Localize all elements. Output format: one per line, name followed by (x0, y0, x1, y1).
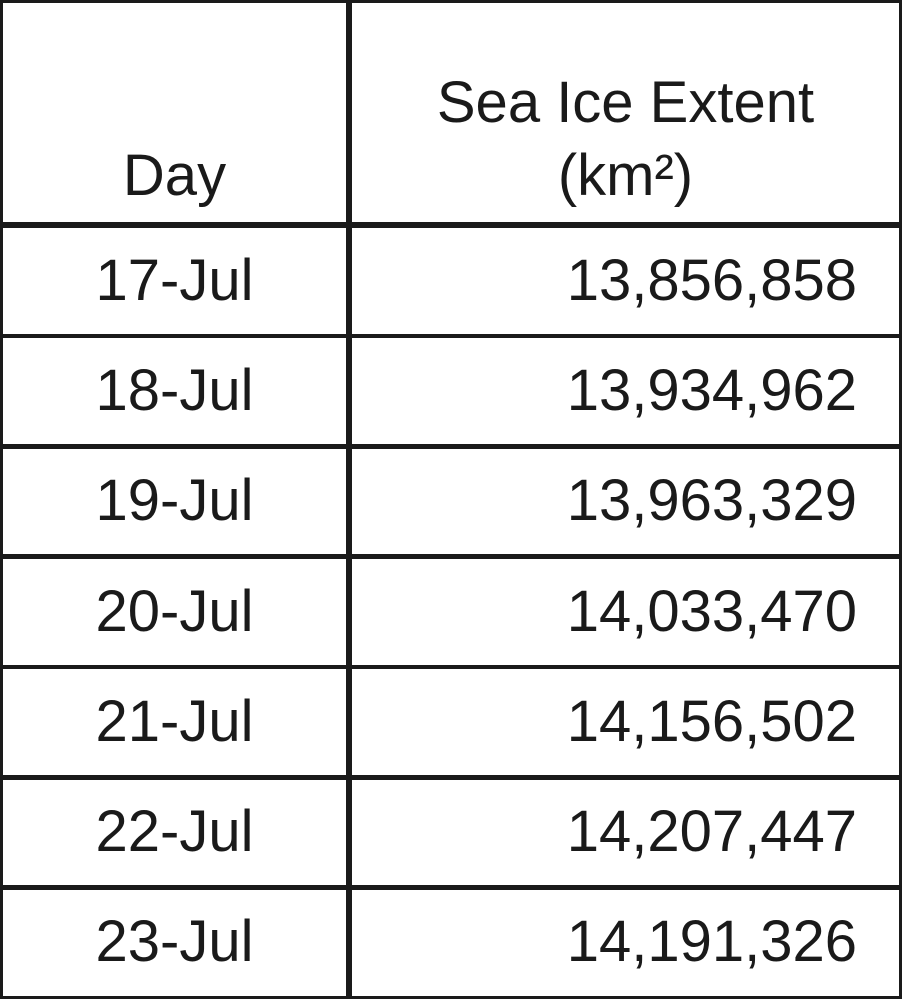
day-text: 20-Jul (95, 578, 254, 644)
day-text: 23-Jul (95, 909, 254, 975)
value-cell: 14,156,502 (349, 666, 902, 778)
header-cell: Sea Ice Extent (km²) (349, 0, 902, 225)
day-cell: 17-Jul (0, 225, 349, 337)
day-cell: 23-Jul (0, 886, 349, 999)
header-text: Sea Ice Extent (436, 70, 815, 135)
day-cell: 21-Jul (0, 666, 349, 778)
day-cell: 19-Jul (0, 445, 349, 558)
header-text: (km²) (557, 142, 694, 208)
value-cell: 13,856,858 (349, 225, 902, 337)
value-cell: 14,207,447 (349, 776, 902, 889)
value-text: 13,856,858 (566, 247, 857, 313)
value-cell: 13,934,962 (349, 335, 902, 448)
value-text: 13,934,962 (566, 357, 857, 423)
day-text: 18-Jul (95, 357, 254, 423)
day-text: 21-Jul (95, 688, 254, 754)
value-text: 14,033,470 (566, 578, 857, 644)
value-cell: 13,963,329 (349, 445, 902, 558)
value-text: 13,963,329 (566, 468, 857, 534)
day-cell: 22-Jul (0, 776, 349, 889)
value-cell: 14,033,470 (349, 555, 902, 668)
value-text: 14,191,326 (566, 909, 857, 975)
day-text: 17-Jul (95, 247, 254, 313)
day-cell: 20-Jul (0, 555, 349, 668)
day-text: 22-Jul (95, 799, 254, 865)
day-cell: 18-Jul (0, 335, 349, 448)
value-text: 14,156,502 (566, 688, 857, 754)
header-text: Day (122, 142, 227, 208)
day-text: 19-Jul (95, 468, 254, 534)
value-text: 14,207,447 (566, 799, 857, 865)
value-cell: 14,191,326 (349, 886, 902, 999)
header-cell: Day (0, 0, 349, 225)
